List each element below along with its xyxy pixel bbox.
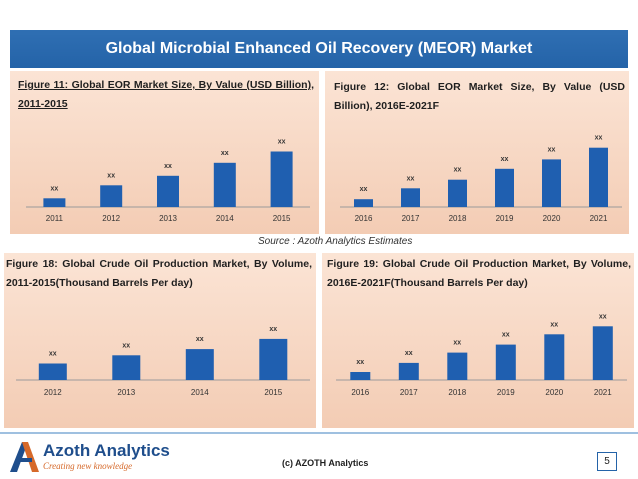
data-label-2021: xx xyxy=(599,313,607,320)
tick-label-2016: 2016 xyxy=(351,388,369,397)
data-label-2012: xx xyxy=(49,351,57,358)
tick-label-2018: 2018 xyxy=(449,214,467,223)
data-label-2014: xx xyxy=(221,150,229,157)
azoth-logo-icon xyxy=(10,442,39,472)
data-label-2013: xx xyxy=(164,163,172,170)
tick-label-2017: 2017 xyxy=(402,214,420,223)
bar-2019 xyxy=(495,168,514,207)
tick-label-2021: 2021 xyxy=(590,214,608,223)
bar-2016 xyxy=(350,372,371,380)
tick-label-2013: 2013 xyxy=(117,388,135,397)
tick-label-2019: 2019 xyxy=(496,214,514,223)
data-label-2011: xx xyxy=(51,185,59,192)
data-label-2018: xx xyxy=(454,167,462,174)
figure-19-title: Figure 19: Global Crude Oil Production M… xyxy=(327,258,631,289)
tick-label-2015: 2015 xyxy=(273,214,291,223)
data-label-2013: xx xyxy=(122,342,130,349)
bar-2013 xyxy=(157,175,179,207)
data-label-2020: xx xyxy=(550,321,558,328)
tick-label-2013: 2013 xyxy=(159,214,177,223)
brand-tagline: Creating new knowledge xyxy=(43,461,133,471)
bar-2012 xyxy=(100,185,123,207)
tick-label-2015: 2015 xyxy=(264,388,282,397)
bar-2020 xyxy=(542,159,561,207)
bar-2013 xyxy=(112,355,141,380)
bar-2021 xyxy=(592,326,613,380)
figure-12-title: Figure 12: Global EOR Market Size, By Va… xyxy=(334,81,625,112)
tick-label-2017: 2017 xyxy=(400,388,418,397)
figure-19-panel: Figure 19: Global Crude Oil Production M… xyxy=(322,253,634,428)
data-label-2020: xx xyxy=(548,146,556,153)
figure-11-chart: xx 2011 xx 2012 xx 2013 xx 2014 xx 2015 xyxy=(26,139,310,223)
header-band xyxy=(0,0,638,28)
source-text: Source : Azoth Analytics Estimates xyxy=(258,236,413,247)
data-label-2012: xx xyxy=(107,172,115,179)
figure-11-panel: Figure 11: Global EOR Market Size, By Va… xyxy=(10,71,319,234)
data-label-2018: xx xyxy=(453,340,461,347)
data-label-2021: xx xyxy=(595,135,603,142)
bar-2019 xyxy=(495,344,516,380)
tick-label-2019: 2019 xyxy=(497,388,515,397)
figure-11-title: Figure 11: Global EOR Market Size, By Va… xyxy=(18,79,314,110)
data-label-2019: xx xyxy=(502,332,510,339)
figure-18-panel: Figure 18: Global Crude Oil Production M… xyxy=(4,253,316,428)
data-label-2015: xx xyxy=(278,139,286,146)
bar-2014 xyxy=(213,162,236,207)
data-label-2017: xx xyxy=(405,350,413,357)
bar-2015 xyxy=(270,151,293,207)
tick-label-2012: 2012 xyxy=(102,214,120,223)
data-label-2015: xx xyxy=(269,326,277,333)
tick-label-2021: 2021 xyxy=(594,388,612,397)
tick-label-2012: 2012 xyxy=(44,388,62,397)
tick-label-2014: 2014 xyxy=(216,214,234,223)
page-title: Global Microbial Enhanced Oil Recovery (… xyxy=(10,30,628,68)
data-label-2016: xx xyxy=(356,359,364,366)
bar-2021 xyxy=(589,147,608,207)
data-label-2016: xx xyxy=(360,186,368,193)
tick-label-2020: 2020 xyxy=(543,214,561,223)
copyright: (c) AZOTH Analytics xyxy=(282,458,369,468)
brand-name: Azoth Analytics xyxy=(43,441,170,460)
bar-2015 xyxy=(259,338,288,380)
bar-2018 xyxy=(448,179,467,207)
tick-label-2016: 2016 xyxy=(355,214,373,223)
tick-label-2014: 2014 xyxy=(191,388,209,397)
bar-2014 xyxy=(185,349,214,380)
bar-2020 xyxy=(544,334,565,380)
bar-2016 xyxy=(354,199,373,207)
page-number: 5 xyxy=(597,452,617,471)
figure-12-chart: xx 2016 xx 2017 xx 2018 xx 2019 xx 2020 xx 2021 xyxy=(340,135,622,223)
data-label-2014: xx xyxy=(196,336,204,343)
bar-2011 xyxy=(43,198,66,207)
bar-2017 xyxy=(398,362,419,380)
footer-divider xyxy=(0,432,638,434)
data-label-2019: xx xyxy=(501,156,509,163)
figure-19-chart: xx 2016 xx 2017 xx 2018 xx 2019 xx 2020 xx 2021 xyxy=(336,313,627,397)
tick-label-2018: 2018 xyxy=(448,388,466,397)
data-label-2017: xx xyxy=(407,175,415,182)
figure-18-chart: xx 2012 xx 2013 xx 2014 xx 2015 xyxy=(16,326,310,397)
tick-label-2011: 2011 xyxy=(46,214,64,223)
figure-18-title: Figure 18: Global Crude Oil Production M… xyxy=(6,258,312,289)
bar-2012 xyxy=(38,363,67,380)
tick-label-2020: 2020 xyxy=(545,388,563,397)
figure-12-panel: Figure 12: Global EOR Market Size, By Va… xyxy=(325,71,629,234)
brand-logo: Azoth Analytics Creating new knowledge xyxy=(8,437,170,475)
bar-2017 xyxy=(401,188,420,207)
bar-2018 xyxy=(447,352,468,380)
